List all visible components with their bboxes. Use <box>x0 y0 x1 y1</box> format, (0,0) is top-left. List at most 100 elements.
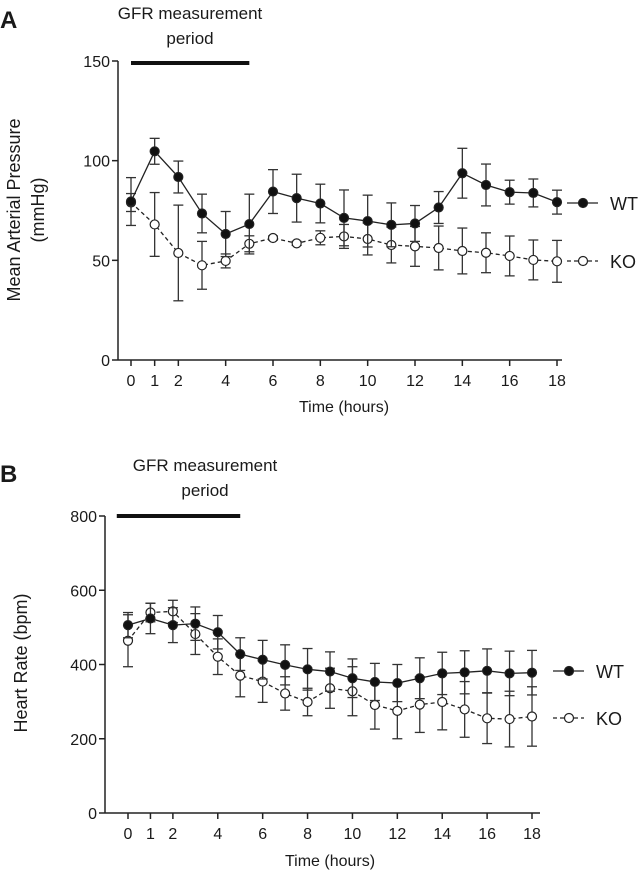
data-point-ko <box>409 241 421 252</box>
data-point-ko <box>526 711 538 722</box>
series-wt <box>122 602 538 703</box>
y-tick-label: 100 <box>83 154 110 171</box>
data-point-wt <box>526 667 538 678</box>
data-point-wt <box>167 620 178 631</box>
annotation-line2: period <box>181 481 228 500</box>
data-point-wt <box>190 618 201 629</box>
data-point-ko <box>173 247 184 259</box>
data-point-ko <box>149 219 160 230</box>
legend-marker <box>563 665 575 677</box>
data-point-wt <box>244 218 255 230</box>
y-axis-label-units: (mmHg) <box>28 178 48 243</box>
data-point-wt <box>369 676 380 688</box>
legend-label: WT <box>596 662 624 682</box>
data-point-wt <box>347 673 358 684</box>
legend-label: KO <box>596 709 622 729</box>
data-point-ko <box>414 699 425 710</box>
panel-a-mean-arterial-pressure: A GFR measurement period Mean Arterial P… <box>0 4 638 416</box>
x-tick-label: 16 <box>478 826 496 843</box>
x-tick-label: 1 <box>150 373 159 390</box>
data-point-wt <box>315 198 326 209</box>
x-tick-label: 14 <box>433 826 451 843</box>
data-point-ko <box>482 713 493 724</box>
y-tick-label: 800 <box>70 509 97 526</box>
y-tick-label: 0 <box>88 806 97 823</box>
data-point-wt <box>122 620 134 631</box>
data-point-wt <box>482 665 493 676</box>
data-point-ko <box>504 250 515 262</box>
data-point-wt <box>338 212 350 223</box>
data-point-wt <box>220 228 231 240</box>
y-tick-label: 600 <box>70 583 97 600</box>
x-tick-label: 0 <box>124 826 133 843</box>
data-point-wt <box>145 613 156 624</box>
annotation-line2: period <box>166 29 213 48</box>
x-tick-label: 18 <box>523 826 541 843</box>
x-tick-label: 2 <box>168 826 177 843</box>
data-point-ko <box>437 696 448 708</box>
data-point-wt <box>480 179 492 191</box>
y-tick-label: 200 <box>70 732 97 749</box>
data-point-wt <box>437 668 448 679</box>
y-axis-label: Mean Arterial Pressure <box>4 118 24 301</box>
data-point-ko <box>196 260 208 271</box>
x-tick-label: 8 <box>303 826 312 843</box>
x-tick-label: 12 <box>388 826 406 843</box>
data-point-ko <box>504 713 515 725</box>
data-point-wt <box>504 668 515 679</box>
legend-item-wt: WT <box>567 194 638 214</box>
x-tick-label: 18 <box>548 373 566 390</box>
data-point-ko <box>291 238 302 249</box>
series-wt <box>125 137 563 258</box>
panel-b-heart-rate: B GFR measurement period Heart Rate (bpm… <box>0 456 624 870</box>
data-point-wt <box>433 202 444 213</box>
x-axis-label: Time (hours) <box>299 399 389 416</box>
x-tick-label: 10 <box>344 826 362 843</box>
data-point-wt <box>551 197 563 208</box>
legend-marker <box>563 712 575 724</box>
data-point-wt <box>302 664 313 675</box>
data-point-wt <box>414 673 425 684</box>
data-point-wt <box>257 654 268 665</box>
x-axis-label: Time (hours) <box>285 853 375 870</box>
data-point-ko <box>315 232 326 243</box>
data-point-wt <box>386 219 397 230</box>
data-point-ko <box>480 247 492 258</box>
data-point-wt <box>324 666 336 677</box>
legend-item-ko: KO <box>553 709 622 729</box>
data-point-wt <box>173 171 184 183</box>
data-point-wt <box>291 193 302 204</box>
panel-label: A <box>0 7 17 34</box>
data-point-ko <box>369 699 380 711</box>
data-point-wt <box>280 659 291 670</box>
annotation-line1: GFR measurement <box>118 4 263 23</box>
x-tick-label: 4 <box>221 373 230 390</box>
data-point-ko <box>220 255 231 267</box>
data-point-ko <box>302 696 313 708</box>
data-point-wt <box>196 208 208 219</box>
legend-label: WT <box>610 194 638 214</box>
x-tick-label: 6 <box>258 826 267 843</box>
data-point-ko <box>551 256 563 267</box>
data-point-wt <box>504 187 515 198</box>
x-tick-label: 1 <box>146 826 155 843</box>
data-point-wt <box>267 186 279 197</box>
data-point-wt <box>409 218 421 229</box>
x-tick-label: 12 <box>406 373 424 390</box>
x-tick-label: 2 <box>174 373 183 390</box>
data-point-wt <box>528 187 539 199</box>
data-point-ko <box>235 670 246 681</box>
y-axis-label: Heart Rate (bpm) <box>11 593 31 732</box>
x-tick-label: 8 <box>316 373 325 390</box>
x-tick-label: 0 <box>127 373 136 390</box>
data-point-ko <box>392 705 403 717</box>
data-point-wt <box>149 146 160 157</box>
data-point-wt <box>457 168 468 179</box>
data-point-wt <box>212 627 223 638</box>
data-point-wt <box>235 649 246 660</box>
data-point-ko <box>457 245 468 257</box>
data-point-wt <box>392 677 403 689</box>
annotation-line1: GFR measurement <box>133 456 278 475</box>
data-point-ko <box>280 688 291 699</box>
